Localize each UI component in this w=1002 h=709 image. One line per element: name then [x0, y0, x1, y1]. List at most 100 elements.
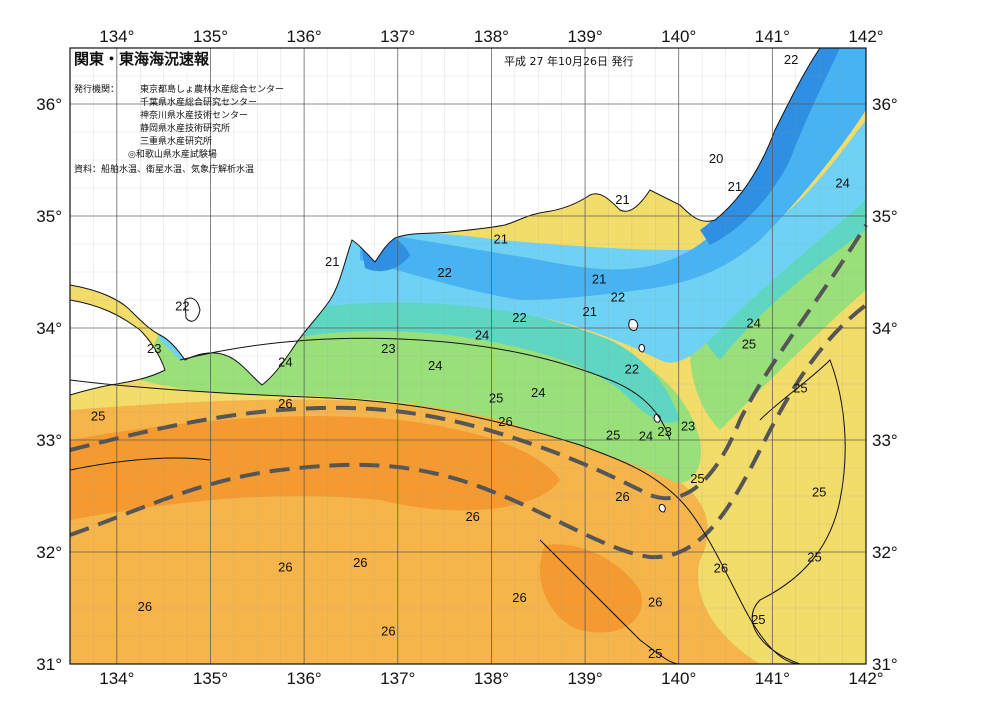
latitude-labels-right: 31° 32° 33° 34° 35° 36°: [872, 95, 898, 674]
isotherm-value-label: 26: [278, 396, 292, 411]
lat-tick-label-right: 36°: [872, 95, 898, 114]
isotherm-value-label: 25: [812, 485, 826, 500]
isotherm-value-label: 23: [681, 418, 695, 433]
isotherm-25-east: [751, 359, 846, 665]
isotherm-value-label: 25: [606, 427, 620, 442]
isotherm-value-label: 22: [175, 299, 189, 314]
isotherm-26: [69, 379, 801, 665]
graticule: [69, 47, 867, 665]
isotherm-value-label: 21: [583, 304, 597, 319]
lon-tick-label-bottom: 140°: [661, 669, 696, 688]
zone-24-east: [690, 220, 866, 430]
isotherm-value-label: 22: [784, 52, 798, 67]
isotherm-value-label: 21: [494, 231, 508, 246]
hachijojima: [658, 504, 666, 513]
issue-date: 平成 27 年10月26日 発行: [504, 54, 633, 68]
isotherm-value-label: 26: [648, 594, 662, 609]
longitude-labels-top: 134° 135° 136° 137° 138° 139° 140° 141° 142°: [99, 27, 883, 46]
isotherm-value-label: 25: [648, 646, 662, 661]
isotherm-value-label: 26: [512, 590, 526, 605]
lon-tick-label-top: 139°: [567, 27, 602, 46]
isotherm-value-label: 26: [278, 560, 292, 575]
lon-tick-label-bottom: 142°: [848, 669, 883, 688]
isotherm-value-label: 24: [428, 358, 442, 373]
data-sources: 資料：船舶水温、衛星水温、気象庁解析水温: [74, 163, 254, 175]
lon-tick-label-bottom: 135°: [193, 669, 228, 688]
lat-tick-label-left: 35°: [36, 207, 62, 226]
isotherm-value-label: 23: [381, 341, 395, 356]
izu-oshima: [628, 319, 639, 331]
isotherm-25: [69, 457, 681, 665]
institution-1: 東京都島しょ農林水産総合センター: [140, 83, 284, 95]
kuroshio-outer-path: [69, 303, 868, 560]
institutions-label: 発行機関：: [74, 83, 119, 95]
lon-tick-label-bottom: 136°: [287, 669, 322, 688]
lat-tick-label-left: 32°: [36, 543, 62, 562]
lat-tick-label-left: 34°: [36, 319, 62, 338]
awaji-island: [184, 297, 201, 322]
zone-27-b: [539, 544, 642, 633]
isotherm-value-label: 25: [742, 337, 756, 352]
isotherm-value-label: 26: [498, 414, 512, 429]
isotherm-value-label: 20: [709, 151, 723, 166]
lon-tick-label-top: 142°: [848, 27, 883, 46]
lat-tick-label-right: 33°: [872, 431, 898, 450]
isotherm-value-label: 26: [615, 489, 629, 504]
lon-tick-label-bottom: 139°: [567, 669, 602, 688]
niijima: [638, 344, 645, 353]
isotherm-value-label: 26: [714, 561, 728, 576]
zone-21: [360, 48, 866, 300]
map-title: 関東・東海海況速報: [74, 50, 210, 68]
lat-tick-label-right: 34°: [872, 319, 898, 338]
lon-tick-label-top: 135°: [193, 27, 228, 46]
lat-tick-label-left: 36°: [36, 95, 62, 114]
isotherm-value-label: 22: [437, 265, 451, 280]
isotherm-value-label: 24: [278, 355, 292, 370]
isotherm-value-label: 25: [793, 380, 807, 395]
isotherm-contours: [69, 337, 846, 665]
isotherm-value-label: 24: [639, 429, 653, 444]
longitude-labels-bottom: 134° 135° 136° 137° 138° 139° 140° 141° 142°: [99, 669, 883, 688]
header-block: 関東・東海海況速報 平成 27 年10月26日 発行 発行機関： 東京都島しょ農…: [74, 50, 633, 175]
isotherm-value-label: 21: [325, 254, 339, 269]
isotherm-value-label: 21: [592, 272, 606, 287]
institution-6: ◎和歌山県水産試験場: [128, 148, 217, 160]
isotherm-value-label: 23: [657, 424, 671, 439]
lon-tick-label-top: 138°: [474, 27, 509, 46]
lon-tick-label-bottom: 138°: [474, 669, 509, 688]
isotherm-value-label: 24: [475, 328, 489, 343]
lon-tick-label-top: 137°: [380, 27, 415, 46]
lon-tick-label-top: 140°: [661, 27, 696, 46]
lon-tick-label-bottom: 137°: [380, 669, 415, 688]
lon-tick-label-bottom: 134°: [99, 669, 134, 688]
isotherm-value-label: 24: [835, 175, 849, 190]
lat-tick-label-right: 31°: [872, 655, 898, 674]
institution-4: 静岡県水産技術研究所: [140, 122, 230, 134]
isotherm-value-label: 24: [531, 385, 545, 400]
institution-3: 神奈川県水産技術センター: [140, 109, 248, 121]
isotherm-value-label: 25: [807, 549, 821, 564]
isotherm-24: [179, 337, 671, 441]
lat-tick-label-left: 33°: [36, 431, 62, 450]
isotherm-value-label: 26: [465, 509, 479, 524]
lat-tick-label-right: 35°: [872, 207, 898, 226]
map-frame: [69, 47, 867, 665]
isotherm-value-label: 22: [625, 361, 639, 376]
lon-tick-label-top: 134°: [99, 27, 134, 46]
isotherm-value-label: 25: [751, 612, 765, 627]
isotherm-value-label: 24: [746, 315, 760, 330]
isotherm-value-label: 22: [512, 310, 526, 325]
isotherm-value-label: 22: [611, 290, 625, 305]
isotherm-value-label: 26: [381, 623, 395, 638]
isotherm-value-label: 25: [489, 390, 503, 405]
isotherm-value-label: 21: [615, 192, 629, 207]
isotherm-value-label: 26: [138, 599, 152, 614]
latitude-labels-left: 31° 32° 33° 34° 35° 36°: [36, 95, 62, 674]
isotherm-value-label: 23: [147, 341, 161, 356]
isotherm-value-label: 25: [690, 471, 704, 486]
lon-tick-label-bottom: 141°: [755, 669, 790, 688]
lat-tick-label-left: 31°: [36, 655, 62, 674]
isotherm-value-label: 21: [728, 179, 742, 194]
lon-tick-label-top: 141°: [755, 27, 790, 46]
